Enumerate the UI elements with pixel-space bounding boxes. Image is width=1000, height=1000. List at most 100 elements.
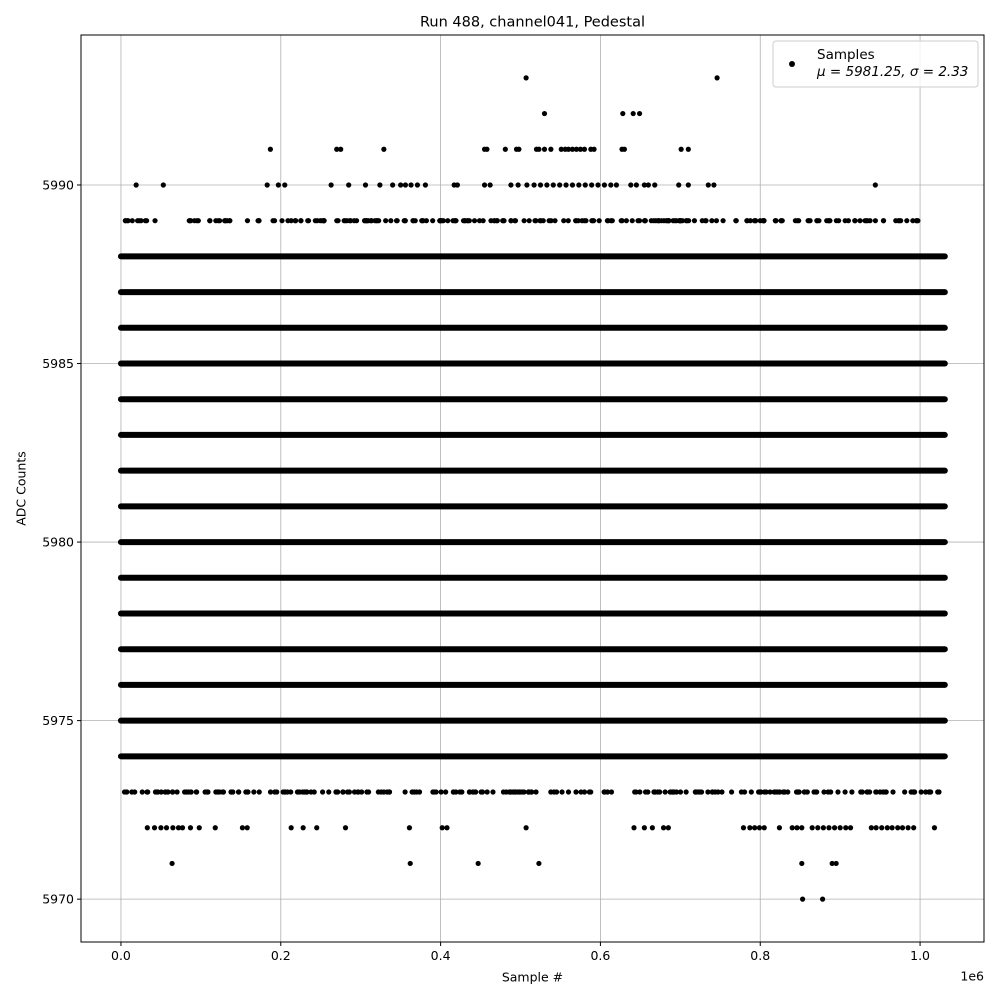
data-point: [270, 218, 276, 224]
data-point: [799, 825, 805, 831]
data-point: [577, 146, 584, 152]
data-point: [193, 789, 199, 795]
data-point: [326, 789, 332, 795]
data-point: [222, 218, 228, 224]
data-point: [789, 825, 795, 831]
data-point: [151, 825, 158, 831]
x-tick-label: 0.8: [750, 948, 770, 963]
data-point: [561, 218, 567, 224]
data-point: [573, 789, 579, 795]
x-tick-label: 1.0: [910, 948, 930, 963]
data-point: [179, 825, 186, 831]
data-point: [444, 825, 450, 831]
data-point: [548, 789, 554, 795]
data-point: [471, 218, 478, 224]
data-point: [744, 218, 750, 224]
data-point: [563, 182, 569, 188]
data-point: [170, 789, 176, 795]
data-point: [162, 789, 168, 795]
data-point: [662, 789, 668, 795]
data-point: [908, 789, 914, 795]
data-point: [629, 218, 635, 224]
data-point: [479, 789, 486, 795]
data-point: [344, 789, 351, 795]
data-point: [873, 825, 879, 831]
data-point: [820, 825, 826, 831]
data-point: [858, 789, 864, 795]
data-point: [524, 182, 530, 188]
data-point: [185, 789, 191, 795]
data-point: [187, 825, 194, 831]
data-point: [653, 218, 659, 224]
data-point: [705, 182, 711, 188]
data-point: [538, 218, 544, 224]
data-point: [550, 182, 556, 188]
data-point: [589, 182, 595, 188]
data-point: [500, 218, 507, 224]
data-point: [410, 218, 416, 224]
data-point: [264, 182, 270, 188]
legend-stats: μ = 5981.25, σ = 2.33: [816, 64, 968, 80]
data-point: [879, 825, 885, 831]
data-point: [811, 789, 817, 795]
data-point: [548, 218, 554, 224]
data-point: [865, 789, 871, 795]
data-point: [537, 182, 544, 188]
data-point: [591, 146, 597, 152]
data-point: [761, 825, 767, 831]
data-point: [776, 825, 783, 831]
data-point: [678, 146, 684, 152]
data-point: [882, 789, 888, 795]
data-point: [523, 75, 529, 81]
data-point: [362, 182, 369, 188]
data-point: [645, 182, 651, 188]
x-tick-label: 0.4: [431, 948, 451, 963]
data-point: [677, 789, 684, 795]
data-point: [314, 825, 320, 831]
data-point: [557, 182, 563, 188]
plot-frame: [80, 34, 985, 943]
data-point: [144, 825, 150, 831]
data-point: [825, 218, 832, 224]
data-point: [693, 789, 700, 795]
data-point: [155, 789, 161, 795]
data-point: [711, 182, 717, 188]
data-point: [377, 182, 383, 188]
data-point: [487, 182, 493, 188]
data-point: [227, 218, 233, 224]
data-point: [344, 218, 350, 224]
data-point: [328, 182, 334, 188]
data-point: [526, 789, 533, 795]
data-point: [402, 182, 409, 188]
data-point: [715, 789, 721, 795]
data-point: [868, 825, 874, 831]
data-point: [895, 825, 901, 831]
data-point: [772, 789, 778, 795]
data-point: [899, 825, 906, 831]
data-point: [541, 146, 548, 152]
data-point: [282, 182, 288, 188]
data-point: [686, 218, 692, 224]
x-axis-label: Sample #: [502, 970, 563, 985]
data-point: [228, 789, 235, 795]
data-point: [532, 218, 538, 224]
data-point: [144, 789, 150, 795]
x-tick-label: 0.6: [590, 948, 610, 963]
data-point: [437, 218, 443, 224]
data-point: [508, 218, 514, 224]
data-point: [748, 789, 754, 795]
data-point: [170, 825, 176, 831]
data-point: [628, 182, 634, 188]
legend: Samples μ = 5981.25, σ = 2.33: [772, 40, 979, 88]
data-point: [890, 789, 896, 795]
data-point: [831, 825, 838, 831]
data-point: [333, 789, 339, 795]
data-point: [288, 218, 294, 224]
data-point: [767, 789, 773, 795]
data-point: [402, 789, 408, 795]
data-point: [516, 146, 522, 152]
data-point: [454, 182, 460, 188]
data-point: [320, 218, 327, 224]
data-point: [590, 218, 596, 224]
data-point: [623, 218, 629, 224]
